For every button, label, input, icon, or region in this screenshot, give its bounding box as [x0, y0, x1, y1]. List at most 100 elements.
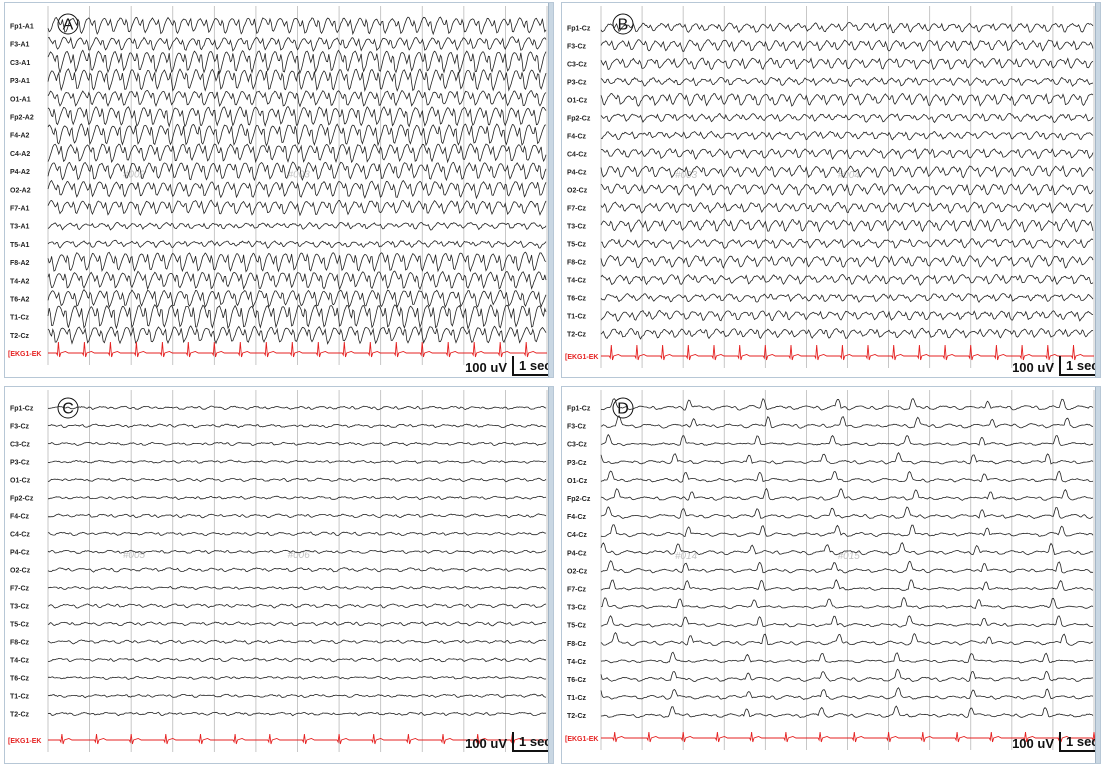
- eeg-trace: [47, 711, 547, 717]
- eeg-trace: [600, 183, 1094, 197]
- eeg-trace: [601, 615, 1094, 628]
- channel-label: Fp1-Cz: [567, 406, 591, 413]
- channel-label: F4-Cz: [567, 134, 587, 141]
- channel-label: T6-A2: [10, 297, 30, 304]
- eeg-trace: [48, 657, 546, 663]
- eeg-trace: [47, 459, 547, 464]
- eeg-chart-d: D #014 #015 Fp1-Cz F3-Cz C3-Cz P3-Cz O1-Cz Fp2-C…: [565, 390, 1101, 752]
- channel-label: T3-Cz: [567, 605, 587, 612]
- eeg-trace: [600, 631, 1094, 646]
- eeg-trace: [600, 92, 1094, 107]
- eeg-trace: [600, 597, 1094, 610]
- channel-label: F4-Cz: [567, 514, 587, 521]
- channel-label: O2-Cz: [567, 188, 588, 195]
- ekg-trace: [601, 731, 1101, 743]
- channel-label: T6-Cz: [567, 677, 587, 684]
- channel-label: T3-Cz: [10, 604, 30, 611]
- channel-label: T3-Cz: [567, 224, 587, 231]
- scrollbar-a[interactable]: [548, 2, 554, 378]
- eeg-trace: [600, 293, 1094, 303]
- eeg-trace: [47, 325, 547, 345]
- eeg-trace: [600, 506, 1094, 519]
- ekg-channel-label: [EKG1-EK: [8, 738, 41, 745]
- scrollbar-c[interactable]: [548, 386, 554, 764]
- channel-label: C3-A1: [10, 60, 30, 67]
- channel-label: T2-Cz: [567, 713, 587, 720]
- scale-bar: [512, 732, 549, 752]
- eeg-trace: [47, 123, 547, 147]
- channel-label: T4-Cz: [10, 658, 30, 665]
- eeg-trace: [47, 221, 547, 231]
- channel-label: P3-Cz: [567, 460, 587, 467]
- eeg-trace: [600, 112, 1094, 124]
- ekg-channel-label: [EKG1-EK: [8, 351, 41, 358]
- eeg-trace: [600, 433, 1094, 447]
- eeg-trace: [47, 441, 547, 447]
- channel-label: C4-Cz: [567, 152, 587, 159]
- channel-label: Fp2-Cz: [567, 116, 591, 123]
- eeg-panel-a: A #002 #003 Fp1-A1 F3-A1 C3-A1 P3-A1 O1-A1 Fp2-A…: [4, 2, 554, 378]
- eeg-chart-b: B #003 #004 Fp1-Cz F3-Cz C3-Cz P3-Cz O1-Cz Fp2-C…: [565, 6, 1099, 376]
- channel-label: C4-Cz: [10, 532, 30, 539]
- event-marker: #002: [123, 170, 146, 181]
- eeg-trace: [600, 309, 1094, 322]
- ekg-trace: [48, 341, 547, 358]
- amplitude-scale-label: 100 uV: [1012, 736, 1054, 751]
- event-marker: #014: [675, 551, 698, 562]
- eeg-chart-a: A#002 #003Fp1-A1F3-A1C3-A1P3-A1O1-A1Fp2-A…: [8, 6, 552, 376]
- event-marker: #006: [288, 550, 311, 561]
- eeg-trace: [47, 289, 547, 309]
- eeg-trace: [47, 639, 546, 645]
- eeg-trace: [47, 161, 547, 182]
- channel-label: F3-Cz: [10, 424, 30, 431]
- scale-bar: [1059, 356, 1096, 376]
- channel-label: T6-Cz: [567, 296, 587, 303]
- channel-label: T5-Cz: [567, 623, 587, 630]
- eeg-trace: [600, 201, 1094, 214]
- channel-label: C4-Cz: [567, 532, 587, 539]
- event-marker: #015: [838, 551, 861, 562]
- eeg-trace: [600, 274, 1094, 286]
- eeg-trace: [47, 251, 547, 273]
- channel-label: C3-Cz: [567, 62, 587, 69]
- scale-bar: [1059, 732, 1096, 752]
- channel-label: P3-A1: [10, 78, 30, 85]
- channel-label: P4-Cz: [567, 550, 587, 557]
- channel-label: C3-Cz: [10, 442, 30, 449]
- channel-label: P4-Cz: [567, 170, 587, 177]
- scrollbar-d[interactable]: [1095, 386, 1101, 764]
- event-marker: #005: [123, 550, 146, 561]
- eeg-trace: [47, 693, 547, 699]
- eeg-trace: [600, 524, 1094, 538]
- eeg-trace: [47, 675, 547, 680]
- eeg-trace: [47, 603, 547, 609]
- eeg-trace: [600, 651, 1094, 664]
- channel-label: F8-Cz: [567, 260, 587, 267]
- scale-bar: [512, 356, 549, 376]
- channel-label: O2-Cz: [10, 568, 31, 575]
- eeg-trace: [600, 470, 1094, 483]
- channel-label: F4-A2: [10, 133, 30, 140]
- scrollbar-b[interactable]: [1095, 2, 1101, 378]
- eeg-trace: [47, 89, 547, 108]
- channel-label: T1-Cz: [567, 314, 587, 321]
- event-marker: #003: [288, 170, 311, 181]
- channel-label: T1-Cz: [10, 694, 30, 701]
- eeg-trace: [47, 405, 547, 411]
- channel-label: F3-Cz: [567, 424, 587, 431]
- eeg-trace: [600, 705, 1094, 719]
- eeg-trace: [47, 179, 547, 200]
- channel-label: T6-Cz: [10, 676, 30, 683]
- eeg-trace: [600, 579, 1094, 592]
- channel-label: F7-A1: [10, 206, 30, 213]
- eeg-trace: [601, 238, 1094, 250]
- eeg-trace: [600, 39, 1094, 53]
- channel-label: T5-A1: [10, 242, 30, 249]
- eeg-trace: [47, 239, 547, 249]
- panel-letter: B: [612, 13, 634, 35]
- eeg-trace: [600, 21, 1094, 34]
- eeg-trace: [600, 452, 1094, 465]
- svg-text:B: B: [618, 17, 629, 34]
- eeg-trace: [600, 397, 1094, 411]
- eeg-trace: [47, 16, 547, 36]
